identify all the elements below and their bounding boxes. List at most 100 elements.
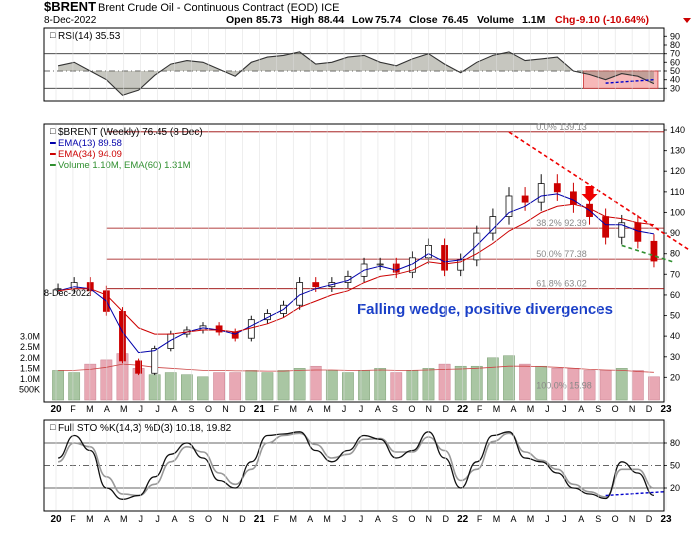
x-axis-label-bottom: A: [307, 514, 313, 524]
volume-tick-label: 1.0M: [20, 374, 40, 384]
x-axis-label-bottom: D: [239, 514, 246, 524]
rsi-tick-label: 40: [670, 75, 680, 85]
x-axis-label-top: M: [289, 404, 297, 414]
volume-bar: [583, 370, 596, 401]
x-axis-label-bottom: O: [408, 514, 415, 524]
x-axis-label-bottom: N: [222, 514, 229, 524]
volume-tick-label: 2.5M: [20, 342, 40, 352]
x-axis-label-top: D: [646, 404, 653, 414]
x-axis-label-bottom: 22: [457, 514, 469, 525]
fibonacci-label: 61.8% 63.02: [536, 279, 587, 289]
x-axis-label-top: 22: [457, 404, 469, 415]
chg-down-triangle-icon: [683, 18, 691, 23]
volume-bar: [631, 370, 644, 401]
x-axis-label-bottom: J: [545, 514, 550, 524]
price-tick-label: 110: [670, 187, 684, 197]
x-axis-label-bottom: 23: [660, 514, 672, 525]
volume-bar: [342, 372, 354, 401]
x-axis-label-bottom: D: [442, 514, 449, 524]
x-axis-label-top: A: [510, 404, 516, 414]
volume-bar: [648, 376, 660, 401]
x-axis-label-bottom: A: [510, 514, 516, 524]
price-tick-label: 140: [670, 125, 685, 135]
price-tick-label: 50: [670, 311, 680, 321]
volume-bar: [390, 372, 403, 401]
x-axis-label-top: D: [442, 404, 449, 414]
volume-bar: [261, 372, 274, 401]
price-legend-box-icon: □: [50, 126, 56, 136]
price-bar-body: [489, 216, 497, 234]
volume-bar: [164, 372, 177, 401]
volume-bar: [503, 355, 515, 401]
volume-tick-label: 2.0M: [20, 353, 40, 363]
x-axis-label-bottom: A: [375, 514, 381, 524]
rsi-tick-label: 30: [670, 83, 680, 93]
legend-label: Volume 1.10M, EMA(60) 1.31M: [58, 160, 191, 171]
price-title: $BRENT (Weekly) 76.45 (8 Dec): [58, 127, 203, 138]
x-axis-label-bottom: 20: [50, 514, 62, 525]
x-axis-label-top: J: [155, 404, 160, 414]
price-date-label: 8-Dec-2022: [44, 288, 91, 298]
rsi-legend-box-icon: □: [50, 30, 56, 40]
sto-title: Full STO %K(14,3) %D(3) 10.18, 19.82: [58, 423, 232, 434]
chart-header: $BRENT Brent Crude Oil - Continuous Cont…: [44, 0, 691, 26]
price-bar-body: [618, 222, 626, 238]
volume-bar: [438, 363, 451, 401]
chg-label: Chg: [555, 14, 575, 26]
price-bar-body: [650, 240, 658, 262]
price-bar-body: [86, 282, 94, 292]
x-axis-label-top: 20: [50, 404, 62, 415]
x-axis-label-top: A: [172, 404, 178, 414]
x-axis-label-top: M: [323, 404, 331, 414]
volume-bar: [406, 370, 419, 401]
rsi-tick-label: 90: [670, 31, 680, 41]
price-bar-body: [537, 183, 545, 203]
x-axis-label-top: N: [629, 404, 636, 414]
x-axis-label-bottom: 21: [254, 514, 266, 525]
rsi-area-fill: [58, 51, 654, 96]
fibonacci-label: 50.0% 77.38: [536, 249, 587, 259]
volume-bar: [277, 370, 290, 401]
ema-line: [57, 193, 654, 354]
volume-bar: [197, 376, 209, 401]
volume-bar: [52, 370, 64, 401]
price-bar-body: [119, 311, 126, 362]
x-axis-label-bottom: S: [595, 514, 601, 524]
price-tick-label: 100: [670, 207, 685, 217]
annotation-text: Falling wedge, positive divergences: [357, 301, 613, 318]
x-axis-label-top: J: [562, 404, 567, 414]
x-axis-label-bottom: J: [138, 514, 143, 524]
volume-bar: [325, 370, 338, 401]
x-axis-label-top: J: [359, 404, 364, 414]
x-axis-label-top: A: [104, 404, 110, 414]
x-axis-label-bottom: J: [562, 514, 567, 524]
volume-bar: [181, 374, 193, 401]
volume-bar: [599, 370, 612, 401]
x-axis-label-top: J: [138, 404, 143, 414]
close-label: Close: [409, 14, 438, 26]
x-axis-label-bottom: M: [493, 514, 501, 524]
trendline: [508, 131, 691, 252]
x-axis-label-bottom: M: [86, 514, 94, 524]
rsi-tick-label: 70: [670, 49, 680, 59]
price-bar-body: [521, 195, 529, 203]
volume-bar: [487, 357, 499, 401]
price-bar-body: [441, 245, 448, 271]
fibonacci-label: 100.0% 15.98: [536, 381, 592, 391]
high-label: High: [291, 14, 314, 26]
price-bar-body: [602, 216, 610, 238]
x-axis-label-top: F: [274, 404, 280, 414]
date-label: 8-Dec-2022: [44, 15, 97, 26]
sto-tick-label: 20: [670, 483, 680, 493]
x-axis-label-top: O: [612, 404, 619, 414]
volume-bar: [422, 368, 435, 401]
price-tick-label: 20: [670, 372, 680, 382]
price-bar-body: [135, 360, 142, 374]
volume-bar: [293, 368, 306, 401]
x-axis-label-bottom: F: [70, 514, 76, 524]
sto-line: [57, 432, 655, 498]
